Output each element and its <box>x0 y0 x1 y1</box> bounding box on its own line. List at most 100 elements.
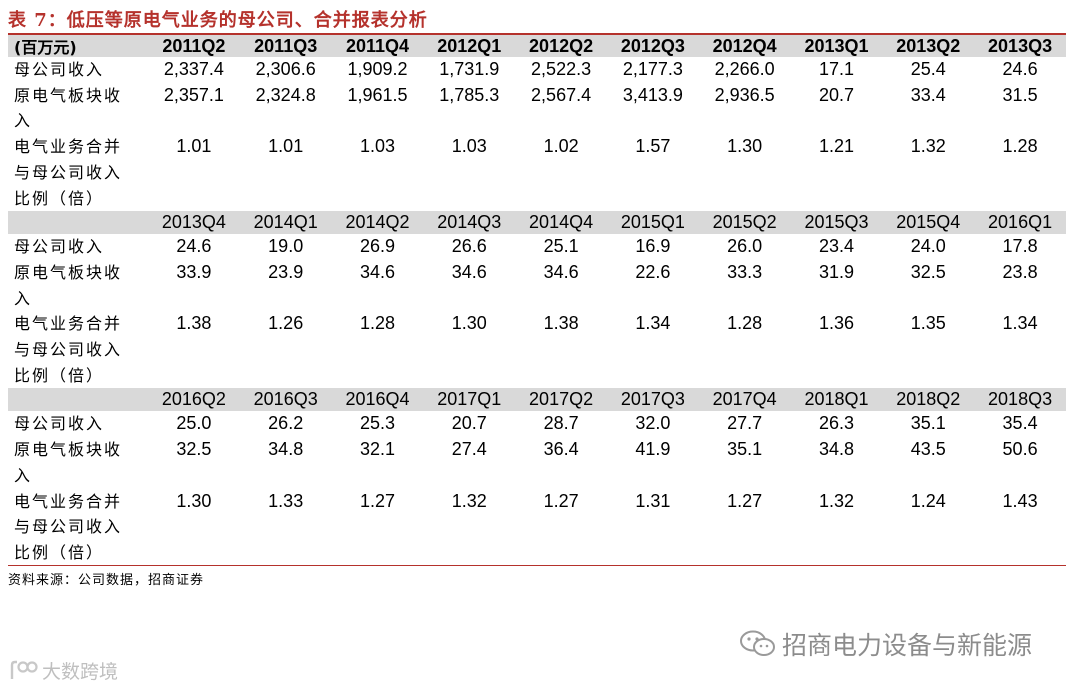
value-cell: 2,177.3 <box>622 59 683 79</box>
value-cell: 26.3 <box>818 413 854 434</box>
value-cell: 26.0 <box>727 236 763 257</box>
period-header: 2014Q4 <box>529 212 594 233</box>
row-label-line: 入 <box>14 465 33 485</box>
period-header: 2017Q2 <box>529 389 594 410</box>
period-header: 2011Q4 <box>345 35 410 56</box>
value-cell: 1.27 <box>543 490 579 511</box>
value-cell: 25.3 <box>359 413 396 434</box>
row-label-line: 与母公司收入 <box>14 517 123 537</box>
period-header: 2015Q2 <box>712 212 777 233</box>
value-cell: 33.4 <box>910 84 946 105</box>
row-label-line: 原电气板块收 <box>14 85 123 105</box>
value-cell: 1.30 <box>727 136 763 157</box>
value-cell: 34.6 <box>543 261 579 282</box>
value-cell: 1.32 <box>910 136 946 157</box>
value-cell: 26.6 <box>451 236 487 257</box>
period-header: 2016Q2 <box>161 389 226 410</box>
period-header: 2012Q1 <box>437 35 502 56</box>
row-label-line: 原电气板块收 <box>14 440 123 460</box>
value-cell: 25.1 <box>543 236 579 257</box>
value-cell: 35.4 <box>1002 413 1038 434</box>
value-cell: 24.0 <box>910 236 946 257</box>
row-label: 原电气板块收入 <box>8 260 148 311</box>
value-cell: 2,567.4 <box>531 84 592 105</box>
period-header: 2016Q1 <box>988 212 1053 233</box>
period-header: 2014Q2 <box>345 212 410 233</box>
value-cell: 2,357.1 <box>163 84 224 105</box>
row-label: 电气业务合并 与母公司收入 比例（倍） <box>8 489 148 566</box>
value-cell: 1.31 <box>635 490 671 511</box>
table-top-rule <box>8 33 1066 35</box>
value-cell: 31.5 <box>1002 84 1038 105</box>
row-label: 母公司收入 <box>8 411 148 437</box>
row-parent-revenue: 母公司收入 25.0 26.2 25.3 20.7 28.7 32.0 27.7 26.3 35.… <box>8 411 1066 437</box>
value-cell: 1.36 <box>818 313 854 334</box>
table-title: 表 7：低压等原电气业务的母公司、合并报表分析 <box>8 10 428 31</box>
row-label-line: 与母公司收入 <box>14 340 123 360</box>
value-cell: 36.4 <box>543 439 579 460</box>
value-cell: 2,324.8 <box>255 84 316 105</box>
row-label-line: 母公司收入 <box>14 414 105 434</box>
row-segment-revenue: 原电气板块收入 2,357.1 2,324.8 1,961.5 1,785.3 2,567… <box>8 83 1066 134</box>
period-header: 2011Q2 <box>162 35 226 56</box>
value-cell: 1.24 <box>910 490 946 511</box>
row-label-line: 比例（倍） <box>14 542 105 562</box>
period-header: 2011Q3 <box>254 35 318 56</box>
value-cell: 33.3 <box>727 261 763 282</box>
period-header: 2015Q3 <box>804 212 869 233</box>
value-cell: 34.8 <box>818 439 854 460</box>
value-cell: 17.8 <box>1002 236 1038 257</box>
value-cell: 17.1 <box>818 59 854 79</box>
row-label-line: 母公司收入 <box>14 237 105 257</box>
value-cell: 1,961.5 <box>347 84 408 105</box>
value-cell: 20.7 <box>818 84 854 105</box>
value-cell: 22.6 <box>635 261 671 282</box>
value-cell: 35.1 <box>910 413 946 434</box>
period-header: 2012Q4 <box>712 35 777 56</box>
value-cell: 28.7 <box>543 413 579 434</box>
value-cell: 1.27 <box>727 490 763 511</box>
value-cell: 41.9 <box>635 439 671 460</box>
value-cell: 1,785.3 <box>439 84 500 105</box>
value-cell: 1.28 <box>1002 136 1038 157</box>
row-label: 母公司收入 <box>8 234 148 260</box>
value-cell: 24.6 <box>176 236 212 257</box>
value-cell: 20.7 <box>451 413 487 434</box>
period-header: 2018Q2 <box>896 389 961 410</box>
table-bottom-rule <box>8 565 1066 566</box>
row-label-line: 电气业务合并 <box>14 137 123 157</box>
row-label-line: 电气业务合并 <box>14 314 123 334</box>
row-label-line: 母公司收入 <box>14 60 105 79</box>
value-cell: 24.6 <box>1002 59 1038 79</box>
value-cell: 34.6 <box>359 261 396 282</box>
value-cell: 2,266.0 <box>714 59 775 79</box>
value-cell: 27.7 <box>727 413 763 434</box>
row-label-line: 比例（倍） <box>14 188 105 208</box>
value-cell: 1.34 <box>635 313 671 334</box>
row-label-line: 与母公司收入 <box>14 162 123 182</box>
value-cell: 26.9 <box>359 236 396 257</box>
value-cell: 1.32 <box>818 490 854 511</box>
value-cell: 1.30 <box>176 490 212 511</box>
value-cell: 32.5 <box>910 261 946 282</box>
watermark: 大数跨境 <box>8 657 118 684</box>
period-header: 2016Q4 <box>345 389 410 410</box>
value-cell: 23.4 <box>818 236 854 257</box>
value-cell: 23.9 <box>268 261 304 282</box>
row-ratio: 电气业务合并 与母公司收入 比例（倍） 1.30 1.33 1.27 1.32 1.27 1.3… <box>8 489 1066 566</box>
value-cell: 32.1 <box>359 439 396 460</box>
value-cell: 1.28 <box>359 313 396 334</box>
value-cell: 1.33 <box>268 490 304 511</box>
period-header-row: 2016Q2 2016Q3 2016Q4 2017Q1 2017Q2 2017Q3 2017… <box>8 388 1066 412</box>
row-ratio: 电气业务合并 与母公司收入 比例（倍） 1.38 1.26 1.28 1.30 1.38 1.3… <box>8 311 1066 388</box>
value-cell: 32.0 <box>635 413 671 434</box>
row-segment-revenue: 原电气板块收入 33.9 23.9 34.6 34.6 34.6 22.6 33.3 31.9 3… <box>8 260 1066 311</box>
value-cell: 1.43 <box>1002 490 1038 511</box>
value-cell: 1.35 <box>910 313 946 334</box>
period-header: 2012Q3 <box>620 35 685 56</box>
row-label-line: 原电气板块收 <box>14 262 123 282</box>
value-cell: 1.57 <box>635 136 671 157</box>
value-cell: 34.8 <box>268 439 304 460</box>
unit-label: (百万元) <box>14 38 77 57</box>
row-label-line: 入 <box>14 111 33 131</box>
